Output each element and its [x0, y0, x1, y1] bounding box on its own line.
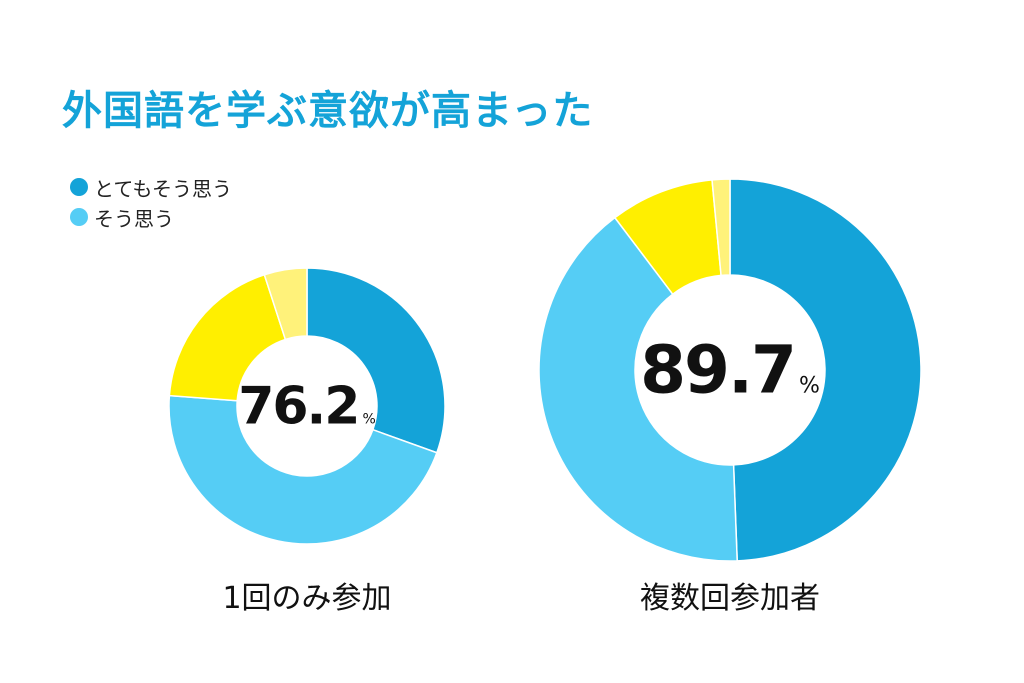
donut-1-slice-1 [306, 267, 446, 454]
chart-title: 外国語を学ぶ意欲が高まった [62, 88, 594, 134]
donut-2-slice-1 [729, 178, 922, 562]
legend: とてもそう思う そう思う [70, 172, 232, 232]
donut-2-slice-2 [538, 216, 738, 562]
donut-1-slice-2 [168, 394, 438, 545]
legend-item-agree: そう思う [70, 202, 232, 232]
donut-2-label: 複数回参加者 [640, 581, 820, 616]
donut-2-slice-4 [711, 178, 731, 277]
donut-1-label: 1回のみ参加 [222, 581, 391, 616]
donut-1-center-percentage: 76.2% [238, 377, 376, 437]
donut-1-center-unit: % [363, 412, 376, 428]
legend-label-agree: そう思う [94, 206, 174, 231]
donut-1-slice-4 [263, 267, 308, 341]
donut-2-center-value: 89.7 [640, 331, 795, 408]
legend-item-very-agree: とてもそう思う [70, 172, 232, 202]
legend-swatch-very-agree [70, 178, 88, 196]
donut-1-slice-3 [168, 273, 287, 402]
donut-2-center-percentage: 89.7% [640, 331, 820, 408]
legend-label-very-agree: とてもそう思う [94, 176, 232, 201]
donut-2-center-unit: % [799, 373, 820, 398]
donut-1-center-value: 76.2 [238, 377, 358, 437]
legend-swatch-agree [70, 208, 88, 226]
